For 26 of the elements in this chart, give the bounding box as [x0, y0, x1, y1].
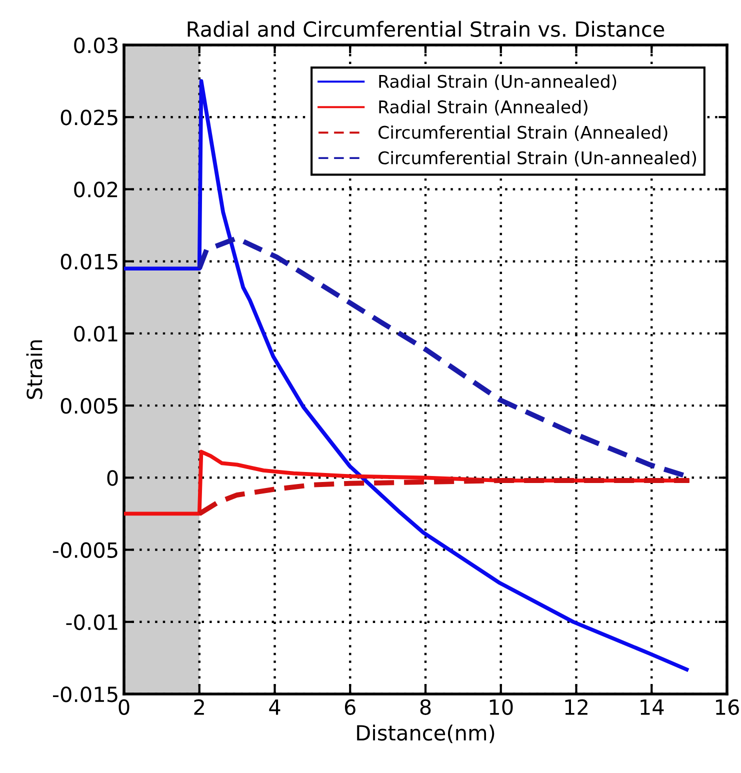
- y-tick-label: 0.025: [60, 110, 118, 126]
- legend-label: Radial Strain (Un-annealed): [379, 74, 616, 90]
- x-axis-title: Distance(nm): [357, 724, 494, 744]
- legend-label: Circumferential Strain (Annealed): [378, 125, 668, 141]
- x-tick-label: 12: [565, 699, 588, 715]
- x-tick-label: 4: [269, 700, 280, 715]
- x-tick-label: 16: [716, 699, 739, 715]
- x-tick-label: 10: [490, 699, 513, 715]
- y-tick-label: 0.005: [60, 398, 118, 414]
- legend-label: Radial Strain (Annealed): [379, 100, 588, 116]
- x-tick-label: 0: [118, 699, 130, 715]
- x-tick-label: 6: [344, 699, 356, 715]
- y-tick-label: 0: [107, 470, 118, 486]
- y-tick-label: 0.03: [74, 37, 118, 54]
- y-tick-label: -0.005: [53, 542, 118, 558]
- y-axis-title: Strain: [26, 340, 42, 399]
- x-tick-label: 2: [194, 699, 204, 715]
- x-tick-label: 8: [420, 699, 431, 715]
- y-tick-label: -0.01: [66, 614, 118, 630]
- y-tick-label: 0.01: [74, 326, 118, 342]
- y-tick-label: -0.015: [53, 686, 118, 702]
- y-tick-label: 0.015: [60, 254, 118, 270]
- x-tick-label: 14: [640, 700, 664, 715]
- y-tick-label: 0.02: [74, 182, 118, 198]
- chart-title: Radial and Circumferential Strain vs. Distance: [188, 20, 664, 37]
- legend-label: Circumferential Strain (Un-annealed): [378, 150, 696, 166]
